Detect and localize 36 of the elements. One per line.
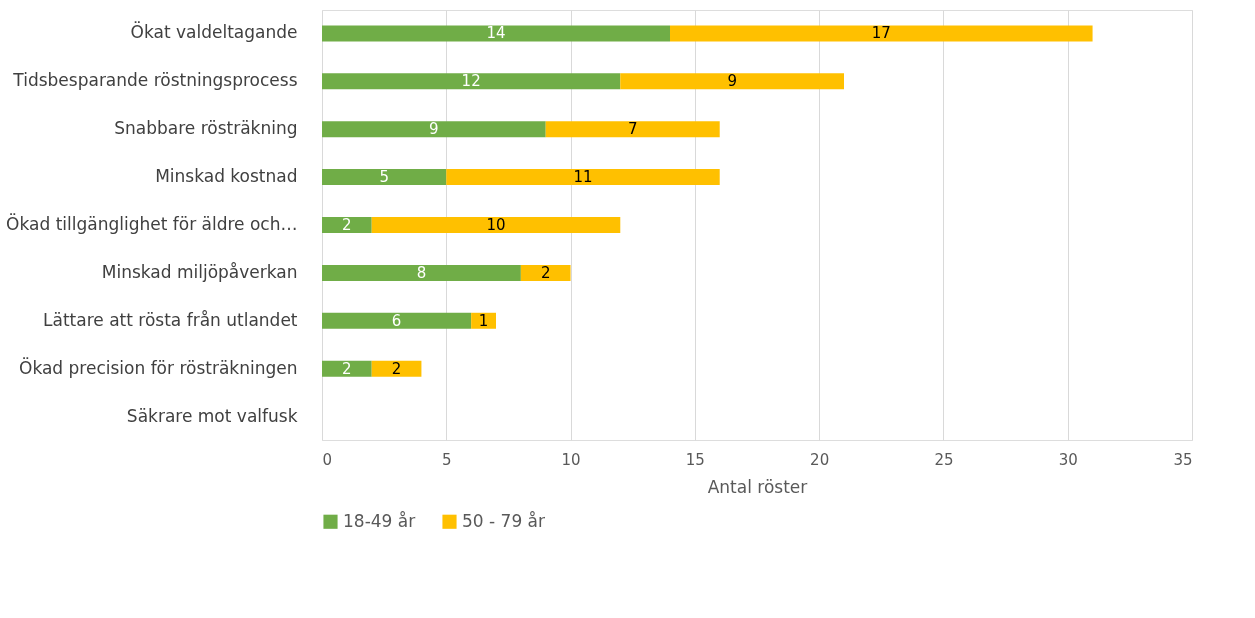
- data-label: 9: [429, 120, 439, 139]
- data-label: 14: [486, 24, 506, 43]
- x-tick-label: 25: [934, 450, 954, 469]
- y-tick-label: Ökat valdeltagande: [130, 21, 298, 43]
- data-label: 2: [342, 359, 352, 378]
- data-label: 11: [573, 168, 593, 187]
- data-label: 9: [727, 72, 737, 91]
- legend-label: 50 - 79 år: [462, 510, 546, 531]
- x-tick-label: 20: [810, 450, 830, 469]
- y-tick-label: Minskad kostnad: [155, 166, 298, 187]
- data-label: 2: [540, 263, 551, 282]
- x-tick-label: 35: [1173, 450, 1193, 469]
- y-tick-label: Snabbare rösträkning: [114, 118, 298, 139]
- y-tick-label: Lättare att rösta från utlandet: [43, 309, 298, 330]
- data-label: 6: [391, 311, 402, 330]
- data-label: 10: [486, 216, 506, 234]
- data-label: 12: [461, 72, 481, 91]
- y-tick-label: Säkrare mot valfusk: [126, 405, 298, 426]
- x-tick-label: 0: [322, 450, 333, 469]
- data-label: 2: [391, 359, 402, 378]
- data-label: 5: [379, 168, 389, 187]
- x-tick-label: 15: [685, 450, 705, 469]
- x-axis-title: Antal röster: [707, 476, 808, 497]
- x-tick-label: 30: [1058, 450, 1078, 469]
- data-label: 7: [627, 120, 638, 139]
- x-tick-label: 10: [561, 450, 581, 469]
- data-label: 2: [342, 216, 352, 234]
- y-tick-label: Tidsbesparande röstningsprocess: [12, 70, 298, 91]
- data-label: 8: [416, 263, 427, 282]
- y-tick-label: Ökad precision för rösträkningen: [19, 356, 298, 378]
- data-label: 17: [871, 24, 891, 43]
- data-label: 1: [478, 311, 489, 330]
- y-tick-label: Ökad tillgänglighet för äldre och…: [6, 213, 298, 234]
- y-tick-label: Minskad miljöpåverkan: [101, 261, 298, 282]
- x-tick-label: 5: [442, 450, 452, 469]
- legend-label: 18-49 år: [343, 510, 416, 531]
